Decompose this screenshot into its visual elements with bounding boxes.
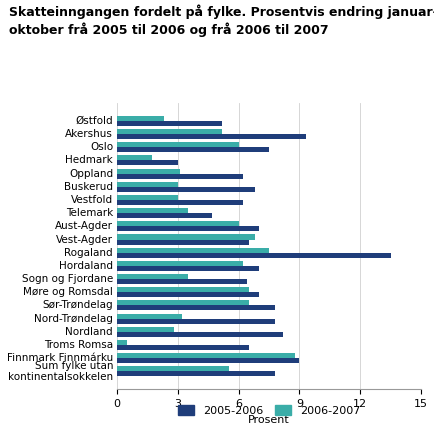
- Bar: [117, 292, 259, 297]
- Bar: [117, 169, 180, 173]
- Bar: [117, 274, 188, 279]
- Bar: [117, 306, 275, 310]
- Bar: [117, 287, 249, 292]
- Legend: 2005-2006, 2006-2007: 2005-2006, 2006-2007: [173, 401, 365, 420]
- Bar: [117, 208, 188, 213]
- Bar: [117, 279, 247, 284]
- Bar: [117, 248, 269, 253]
- Bar: [117, 300, 249, 306]
- Bar: [117, 142, 239, 147]
- Bar: [117, 221, 239, 226]
- Bar: [117, 353, 296, 358]
- Bar: [117, 340, 127, 345]
- Bar: [117, 160, 178, 165]
- Bar: [117, 173, 243, 178]
- Bar: [117, 372, 275, 377]
- Bar: [117, 187, 255, 192]
- Bar: [117, 314, 182, 319]
- Bar: [117, 213, 212, 218]
- Bar: [117, 147, 269, 152]
- Bar: [117, 266, 259, 271]
- Bar: [117, 129, 223, 134]
- Bar: [117, 253, 391, 258]
- Bar: [117, 366, 229, 372]
- X-axis label: Prosent: Prosent: [248, 415, 290, 425]
- Bar: [117, 261, 243, 266]
- Bar: [117, 226, 259, 231]
- Text: Skatteinngangen fordelt på fylke. Prosentvis endring januar-
oktober frå 2005 ti: Skatteinngangen fordelt på fylke. Prosen…: [9, 4, 434, 37]
- Bar: [117, 332, 283, 337]
- Bar: [117, 116, 164, 121]
- Bar: [117, 345, 249, 350]
- Bar: [117, 155, 151, 160]
- Bar: [117, 240, 249, 244]
- Bar: [117, 195, 178, 200]
- Bar: [117, 327, 174, 332]
- Bar: [117, 121, 223, 126]
- Bar: [117, 235, 255, 240]
- Bar: [117, 134, 306, 139]
- Bar: [117, 319, 275, 324]
- Bar: [117, 182, 178, 187]
- Bar: [117, 200, 243, 205]
- Bar: [117, 358, 299, 363]
